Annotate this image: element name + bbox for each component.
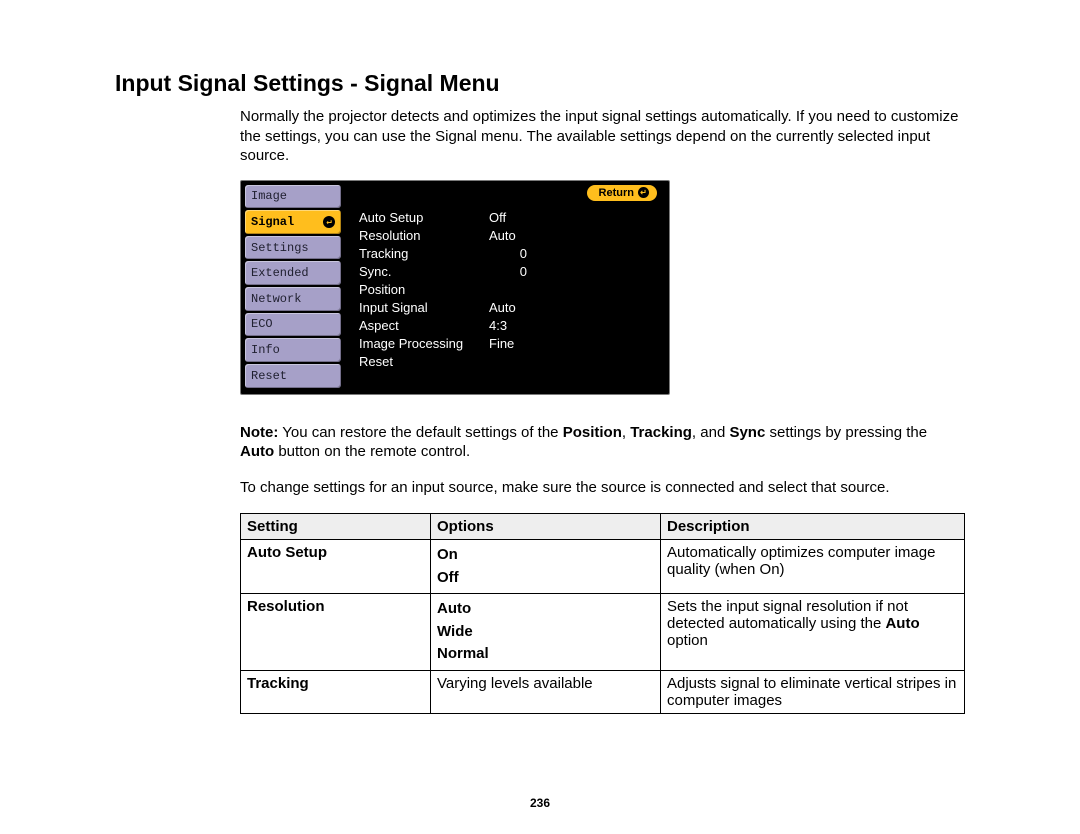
osd-row: Tracking0 — [359, 245, 659, 263]
osd-settings-list: Auto SetupOff ResolutionAuto Tracking0 S… — [359, 209, 659, 371]
table-row: Tracking Varying levels available Adjust… — [241, 670, 965, 713]
osd-tab-info: Info — [245, 338, 341, 362]
return-button: Return ↵ — [587, 185, 657, 201]
cell-options: Auto Wide Normal — [431, 594, 661, 671]
header-description: Description — [661, 514, 965, 540]
table-row: Resolution Auto Wide Normal Sets the inp… — [241, 594, 965, 671]
table-header-row: Setting Options Description — [241, 514, 965, 540]
osd-row: Input SignalAuto — [359, 299, 659, 317]
osd-row: Sync.0 — [359, 263, 659, 281]
instruction-paragraph: To change settings for an input source, … — [240, 478, 965, 498]
osd-row: Aspect4:3 — [359, 317, 659, 335]
osd-tab-signal: Signal ↵ — [245, 210, 341, 234]
osd-tab-extended: Extended — [245, 261, 341, 285]
osd-row: ResolutionAuto — [359, 227, 659, 245]
page-number: 236 — [0, 796, 1080, 810]
osd-sidebar: Image Signal ↵ Settings Extended Network… — [241, 181, 341, 394]
enter-icon: ↵ — [323, 216, 335, 228]
cell-description: Automatically optimizes computer image q… — [661, 540, 965, 594]
cell-description: Adjusts signal to eliminate vertical str… — [661, 670, 965, 713]
page-title: Input Signal Settings - Signal Menu — [115, 70, 965, 97]
osd-tab-network: Network — [245, 287, 341, 311]
cell-setting: Auto Setup — [241, 540, 431, 594]
header-setting: Setting — [241, 514, 431, 540]
osd-row: Position — [359, 281, 659, 299]
osd-row: Image ProcessingFine — [359, 335, 659, 353]
settings-table: Setting Options Description Auto Setup O… — [240, 513, 965, 714]
osd-main-panel: Return ↵ Auto SetupOff ResolutionAuto Tr… — [341, 181, 669, 394]
return-icon: ↵ — [638, 187, 649, 198]
osd-tab-settings: Settings — [245, 236, 341, 260]
table-row: Auto Setup On Off Automatically optimize… — [241, 540, 965, 594]
osd-tab-image: Image — [245, 185, 341, 209]
cell-options: Varying levels available — [431, 670, 661, 713]
osd-row: Reset — [359, 353, 659, 371]
osd-screenshot: Image Signal ↵ Settings Extended Network… — [240, 180, 670, 395]
note-paragraph: Note: You can restore the default settin… — [240, 423, 965, 462]
osd-tab-eco: ECO — [245, 313, 341, 337]
cell-description: Sets the input signal resolution if not … — [661, 594, 965, 671]
cell-setting: Resolution — [241, 594, 431, 671]
intro-paragraph: Normally the projector detects and optim… — [240, 107, 965, 166]
header-options: Options — [431, 514, 661, 540]
osd-row: Auto SetupOff — [359, 209, 659, 227]
cell-setting: Tracking — [241, 670, 431, 713]
cell-options: On Off — [431, 540, 661, 594]
osd-tab-reset: Reset — [245, 364, 341, 388]
